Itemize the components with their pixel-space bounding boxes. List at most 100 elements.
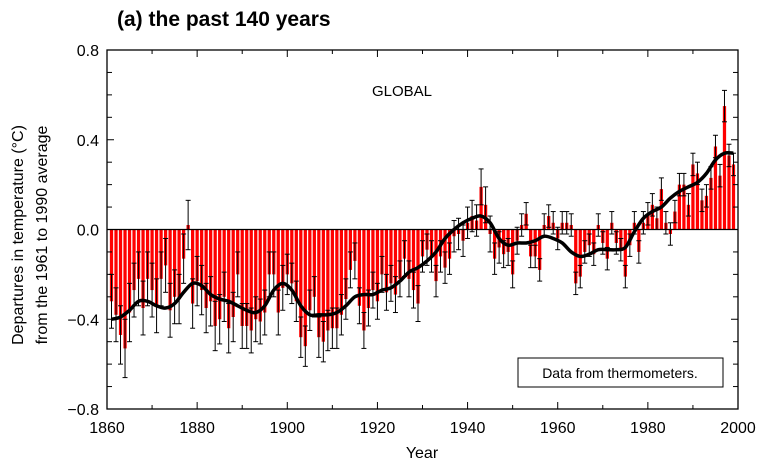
error-bar (451, 220, 457, 253)
data-bar (407, 229, 411, 279)
error-bar (361, 312, 367, 349)
data-bar (168, 229, 172, 311)
data-bar (285, 229, 289, 275)
data-bar (605, 229, 609, 259)
error-bar (167, 282, 173, 338)
error-bar (469, 199, 475, 233)
y-axis: 0.8 0.4 0.0 −0.4 −0.8 (67, 43, 738, 419)
error-bar (541, 213, 547, 237)
error-bar (559, 211, 565, 235)
error-bar (685, 193, 691, 217)
error-bar (622, 264, 628, 289)
data-bar (479, 186, 483, 230)
data-bar (380, 229, 384, 275)
error-bar (609, 211, 615, 235)
data-bar (348, 229, 353, 270)
error-bar (505, 237, 511, 266)
data-bar (127, 229, 132, 313)
error-bar (320, 320, 326, 363)
error-bar (163, 237, 169, 293)
data-bar (209, 229, 213, 302)
data-bar (722, 106, 727, 230)
error-bar (370, 271, 376, 309)
data-bar (709, 177, 713, 230)
error-bar (325, 309, 331, 352)
error-bar (730, 152, 736, 177)
error-bar (532, 244, 538, 269)
error-bar (726, 143, 732, 168)
data-bar (330, 229, 334, 329)
data-bar (290, 229, 294, 284)
data-bar (362, 229, 366, 331)
data-bar (218, 229, 222, 320)
x-tick-label: 1940 (450, 420, 486, 437)
error-bar (302, 325, 308, 367)
data-bar (312, 229, 316, 297)
error-bar (194, 255, 200, 307)
error-bar (478, 168, 484, 206)
error-bar (284, 253, 290, 296)
error-bar (374, 282, 380, 320)
error-bar (717, 163, 723, 188)
error-bar (280, 264, 286, 311)
y-axis-label-line2: from the 1961 to 1990 average (34, 125, 51, 344)
error-bar (212, 300, 218, 352)
data-bar (326, 229, 330, 331)
data-bar (366, 229, 371, 309)
error-bar (239, 303, 245, 349)
data-bar (204, 229, 208, 309)
x-tick-label: 1980 (630, 420, 666, 437)
plot-area (107, 89, 738, 379)
data-bar (321, 229, 325, 342)
error-bar (410, 271, 416, 309)
data-bar (118, 229, 123, 335)
error-bar (401, 240, 407, 278)
data-bar (659, 189, 664, 230)
error-bar (721, 89, 727, 123)
error-bar (275, 289, 281, 336)
data-bar (123, 229, 127, 349)
error-bar (667, 222, 673, 246)
error-bar (392, 276, 398, 314)
data-bar (411, 229, 416, 291)
data-bar (389, 229, 393, 284)
data-bar (308, 229, 312, 311)
error-bar (690, 152, 696, 177)
data-bar (700, 200, 704, 230)
error-bar (158, 251, 164, 307)
data-bar (172, 229, 177, 297)
error-bar (433, 264, 439, 298)
data-bar (276, 229, 280, 313)
data-bar (344, 229, 348, 300)
error-bar (190, 278, 196, 329)
data-bar (195, 229, 199, 282)
error-bar (379, 255, 385, 293)
error-bar (420, 240, 425, 273)
data-bar (150, 229, 154, 291)
error-bar (352, 242, 358, 280)
error-bar (582, 240, 588, 264)
error-bar (474, 204, 480, 237)
data-bar (375, 229, 380, 302)
data-bar (191, 229, 195, 304)
data-bar (677, 184, 682, 230)
error-bar (568, 213, 574, 237)
error-bar (316, 316, 322, 358)
data-bar (281, 229, 285, 288)
y-tick-label: 0.8 (77, 43, 99, 60)
error-bar (235, 251, 241, 298)
x-tick-label: 1860 (89, 420, 125, 437)
error-bar (248, 307, 254, 354)
error-bar (519, 213, 525, 237)
data-bar (177, 229, 181, 300)
error-bar (199, 264, 205, 316)
error-bar (230, 291, 236, 343)
error-bar (640, 211, 646, 235)
data-bar (434, 229, 438, 282)
data-bar (511, 229, 515, 275)
error-bar (343, 278, 349, 320)
x-tick-label: 1880 (179, 420, 215, 437)
data-bar (303, 229, 307, 347)
x-tick-label: 2000 (720, 420, 756, 437)
data-bar (398, 229, 402, 279)
